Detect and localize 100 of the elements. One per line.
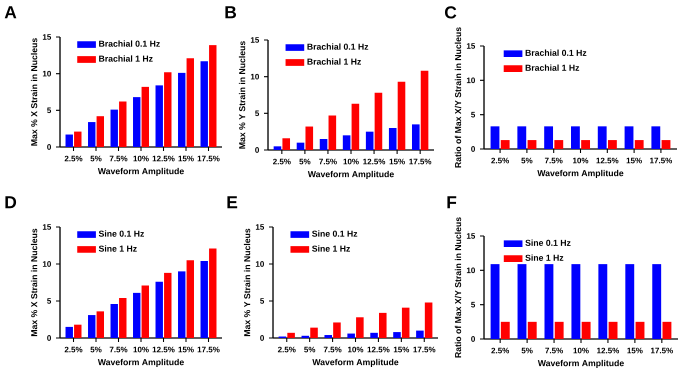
x-tick-label: 15%	[394, 346, 410, 352]
bar	[178, 271, 186, 338]
chart-title: F	[447, 196, 456, 208]
x-tick-label: 10%	[134, 346, 149, 352]
y-tick-label: 15	[256, 224, 264, 230]
y-tick-label: 0	[47, 144, 51, 150]
x-tick-label: 12.5%	[596, 158, 618, 164]
x-tick-label: 2.5%	[278, 346, 296, 352]
bar	[88, 315, 96, 338]
bar	[209, 45, 216, 147]
x-tick-label: 2.5%	[491, 348, 510, 354]
bar	[352, 104, 360, 150]
bar	[156, 85, 163, 147]
legend-label: Brachial 0.1 Hz	[99, 40, 160, 47]
bar	[328, 116, 336, 150]
bar	[119, 102, 126, 147]
bar	[333, 322, 341, 338]
x-tick-label: 17.5%	[413, 346, 436, 352]
x-tick-label: 12.5%	[597, 348, 620, 354]
x-axis-title: Waveform Amplitude	[308, 170, 394, 179]
x-axis-title: Waveform Amplitude	[98, 168, 184, 176]
x-tick-label: 10%	[348, 346, 364, 352]
bar	[310, 328, 318, 338]
bar	[88, 122, 96, 147]
x-tick-label: 12.5%	[363, 158, 386, 164]
bar	[200, 261, 208, 338]
y-tick-label: 0	[255, 147, 259, 153]
y-axis-title: Ratio of Max X/Y Strain in Nucleus	[454, 217, 462, 358]
x-tick-label: 2.5%	[272, 158, 291, 164]
y-tick-label: 10	[466, 78, 475, 84]
x-tick-label: 5%	[304, 346, 316, 352]
y-tick-label: 15	[466, 43, 476, 49]
x-tick-label: 5%	[90, 156, 102, 162]
chart-title: E	[227, 196, 238, 208]
y-tick-label: 10	[250, 74, 259, 80]
x-tick-label: 2.5%	[64, 346, 82, 352]
x-tick-label: 15%	[626, 158, 642, 164]
bar	[366, 132, 374, 150]
y-tick-label: 5	[471, 302, 476, 308]
x-tick-label: 10%	[134, 156, 149, 162]
x-tick-label: 5%	[90, 346, 102, 352]
bar	[200, 61, 208, 147]
y-tick-label: 5	[47, 298, 52, 304]
x-axis-title: Waveform Amplitude	[312, 358, 398, 367]
x-tick-label: 12.5%	[368, 346, 390, 352]
x-tick-label: 17.5%	[198, 156, 220, 162]
chart-title: C	[444, 6, 456, 19]
y-axis-title: Ratio of Max X/Y Strain in Nucleus	[454, 27, 462, 168]
legend-label: Brachial 0.1 Hz	[526, 50, 586, 56]
bar	[110, 110, 118, 147]
bar	[320, 139, 328, 150]
bar	[305, 126, 314, 150]
bar	[412, 124, 420, 150]
bar	[110, 304, 118, 338]
bar	[282, 138, 290, 150]
bar	[424, 302, 432, 338]
x-tick-label: 2.5%	[64, 156, 82, 162]
x-axis-title: Waveform Amplitude	[98, 358, 184, 367]
y-axis-title: Max % Y Strain in Nucleus	[238, 41, 246, 149]
y-tick-label: 15	[42, 224, 52, 230]
bar	[178, 72, 186, 147]
bar	[370, 332, 378, 338]
x-tick-label: 5%	[299, 158, 310, 164]
x-tick-label: 12.5%	[152, 156, 175, 162]
y-axis-title: Max % Y Strain in Nucleus	[244, 228, 250, 336]
x-tick-label: 15%	[390, 158, 405, 164]
legend-label: Brachial 1 Hz	[526, 64, 580, 71]
y-tick-label: 5	[471, 112, 476, 118]
y-tick-label: 0	[47, 335, 51, 341]
bar	[416, 330, 424, 338]
x-tick-label: 7.5%	[544, 158, 563, 164]
y-tick-label: 10	[466, 268, 475, 274]
bar	[302, 336, 310, 338]
bar	[96, 311, 104, 338]
y-axis-title: Max % X Strain in Nucleus	[30, 228, 38, 336]
x-tick-label: 10%	[344, 158, 359, 164]
y-tick-label: 15	[42, 34, 52, 40]
bar	[402, 308, 410, 338]
bar	[287, 332, 295, 338]
bar	[342, 135, 350, 150]
x-tick-label: 5%	[521, 158, 532, 164]
y-tick-label: 10	[42, 261, 51, 267]
y-tick-label: 0	[471, 336, 475, 342]
chart-title: B	[225, 6, 236, 18]
x-tick-label: 17.5%	[198, 346, 220, 352]
y-tick-label: 10	[42, 70, 51, 77]
x-tick-label: 15%	[627, 348, 643, 354]
legend-label: Brachial 1 Hz	[307, 58, 361, 65]
bar	[133, 292, 140, 338]
bar	[274, 146, 282, 150]
x-tick-label: 7.5%	[319, 158, 337, 164]
bar	[142, 86, 149, 147]
x-tick-label: 10%	[573, 158, 588, 164]
x-tick-label: 12.5%	[152, 346, 175, 352]
chart-title: D	[5, 196, 16, 208]
bar	[347, 334, 355, 338]
x-tick-label: 15%	[178, 346, 194, 352]
legend-label: Sine 0.1 Hz	[312, 230, 358, 237]
bar	[324, 335, 332, 338]
x-tick-label: 7.5%	[110, 156, 128, 162]
